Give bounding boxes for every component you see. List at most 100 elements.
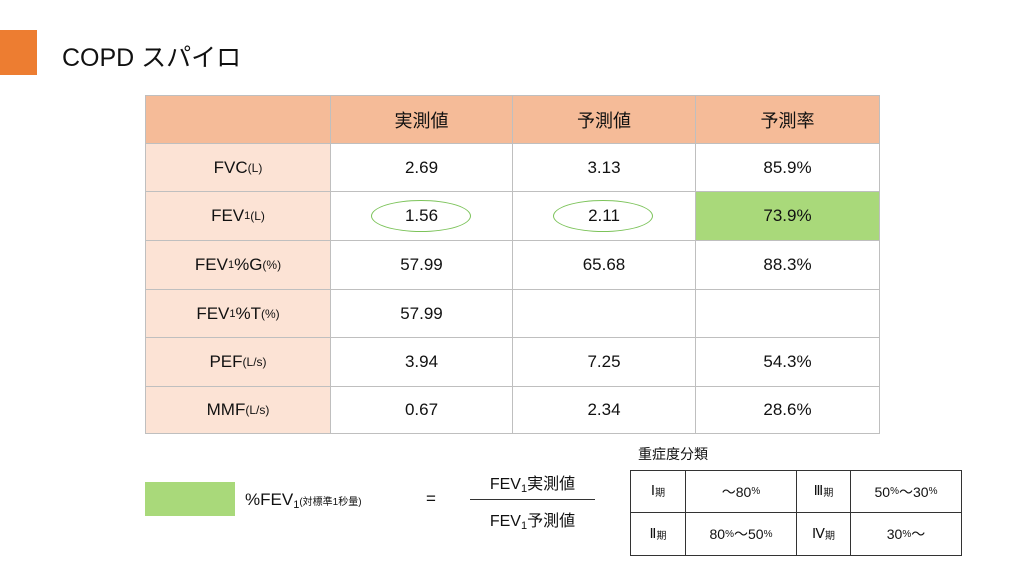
cell: 88.3% xyxy=(695,240,880,290)
label-name: FEV xyxy=(196,303,230,323)
stage-numeral: Ⅱ xyxy=(649,526,657,542)
stage-label: 期 xyxy=(656,530,667,542)
range-part: % xyxy=(751,486,761,497)
row-label: MMF (L/s) xyxy=(145,386,331,434)
equals: = xyxy=(426,489,436,508)
formula-sub: 1 xyxy=(520,483,528,495)
cell: 65.68 xyxy=(512,240,696,290)
cell-value: 57.99 xyxy=(400,303,443,323)
severity: 重症度分類 Ⅰ 期～80% Ⅱ 期 80% ～50% Ⅲ 期 50% ～30% Ⅳ 期 30% ～ xyxy=(630,444,962,556)
legend-note: (対標準1秒量) xyxy=(299,497,362,508)
stage-label: 期 xyxy=(823,488,834,499)
label-suffix: %G xyxy=(234,255,263,274)
label-unit: (L/s) xyxy=(245,403,270,417)
range-part: ～ xyxy=(911,526,926,542)
row-label: FVC (L) xyxy=(145,143,331,192)
stage-label: 期 xyxy=(824,530,835,542)
range-cell: 50% ～30% xyxy=(850,470,962,513)
formula: = FEV1実測値 FEV1予測値 xyxy=(420,466,610,536)
cell: 3.94 xyxy=(330,337,513,387)
cell-value: 85.9% xyxy=(763,157,812,177)
cell: 7.25 xyxy=(512,337,696,387)
cell: 2.69 xyxy=(330,143,513,192)
range-cell: 80% ～50% xyxy=(685,512,797,556)
row-label: FEV 1 %T (%) xyxy=(145,289,331,338)
stage-numeral: Ⅳ xyxy=(812,526,825,542)
cell: 2.34 xyxy=(512,386,696,434)
range-part: % xyxy=(928,486,938,497)
cell-value: 0.67 xyxy=(404,400,439,419)
cell-value: 54.3% xyxy=(763,352,812,371)
formula-denominator: FEV1予測値 xyxy=(470,507,595,532)
cell: 57.99 xyxy=(330,240,513,290)
formula-text: 予測値 xyxy=(527,513,576,530)
formula-text: 実測値 xyxy=(527,476,576,493)
range-part: % xyxy=(890,486,899,497)
formula-name: FEV xyxy=(489,513,521,530)
circle-mark xyxy=(553,200,653,232)
cell-value: 65.68 xyxy=(582,255,626,274)
column-header: 予測値 xyxy=(512,95,696,144)
cell-value: 3.94 xyxy=(404,352,439,371)
cell: 54.3% xyxy=(695,337,880,387)
label-unit: (%) xyxy=(261,306,280,321)
cell-value: 2.34 xyxy=(587,400,621,419)
range-part: ～80 xyxy=(721,483,752,500)
label-name: MMF xyxy=(206,400,246,419)
cell-value: 7.25 xyxy=(587,352,621,371)
title: COPD スパイロ xyxy=(62,44,242,72)
stage-numeral: Ⅲ xyxy=(813,484,824,499)
cell: 85.9% xyxy=(695,143,880,192)
legend-sub: 1 xyxy=(293,499,300,511)
cell: 1.56 xyxy=(330,191,513,241)
column-header: 実測値 xyxy=(330,95,513,144)
cell-value: 57.99 xyxy=(400,255,443,274)
range-part: ～50 xyxy=(734,526,764,542)
cell-value: 73.9% xyxy=(763,206,812,225)
cell xyxy=(512,289,696,338)
cell: 0.67 xyxy=(330,386,513,434)
range-part: ～30 xyxy=(899,483,929,500)
label-unit: (L) xyxy=(247,160,263,175)
legend-label: %FEV1(対標準1秒量) xyxy=(245,490,362,511)
formula-name: FEV xyxy=(489,476,521,493)
circle-mark xyxy=(371,200,471,232)
stage-label: 期 xyxy=(655,488,666,499)
cell xyxy=(695,289,880,338)
legend-swatch xyxy=(145,482,235,516)
row-label: PEF (L/s) xyxy=(145,337,331,387)
range-part: 30 xyxy=(886,526,903,542)
label-name: FEV xyxy=(194,255,228,274)
range-part: 80 xyxy=(709,526,726,542)
range-cell: ～80% xyxy=(685,470,797,513)
formula-numerator: FEV1実測値 xyxy=(470,470,595,495)
legend: %FEV1(対標準1秒量) xyxy=(145,482,485,516)
table: 実測値 予測値 予測率 FVC (L) 2.69 3.13 85.9% FEV 1 (L) 1.56 2… xyxy=(145,95,880,434)
range-part: % xyxy=(763,528,773,540)
label-unit: (%) xyxy=(262,258,282,272)
column-header: 予測率 xyxy=(695,95,880,144)
cell-value: 88.3% xyxy=(763,255,812,274)
legend-text: %FEV xyxy=(245,490,294,509)
row-label: FEV 1 (L) xyxy=(145,191,331,241)
label-name: PEF xyxy=(209,352,243,371)
severity-title: 重症度分類 xyxy=(638,446,708,462)
cell-value: 28.6% xyxy=(763,400,812,419)
cell: 2.11 xyxy=(512,191,696,241)
label-name: FVC xyxy=(213,157,248,177)
stage-numeral: Ⅰ xyxy=(650,484,656,499)
cell-value: 2.69 xyxy=(404,157,439,177)
range-part: 50 xyxy=(874,483,891,500)
cell: 57.99 xyxy=(330,289,513,338)
cell-value: 3.13 xyxy=(587,157,621,177)
label-name: FEV xyxy=(211,206,245,225)
range-cell: 30% ～ xyxy=(850,512,962,556)
corner-cell xyxy=(145,95,331,144)
label-unit: (L) xyxy=(250,209,265,223)
title-mark xyxy=(0,30,37,75)
